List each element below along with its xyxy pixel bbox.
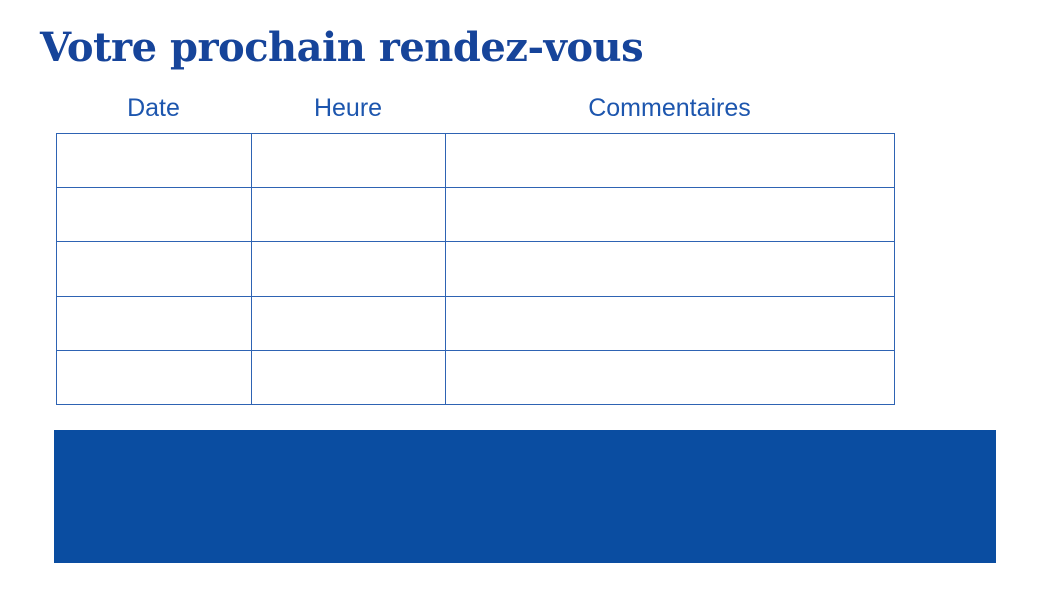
table-cell [445,295,895,351]
table-cell [56,295,252,351]
appointments-table-body [56,132,895,406]
table-row [56,187,895,243]
column-header-date: Date [127,94,180,122]
column-header-commentaires: Commentaires [588,94,751,122]
table-cell [445,132,895,189]
table-row [56,295,895,351]
table-row [56,132,895,189]
table-cell [445,349,895,406]
column-header-heure: Heure [313,94,383,122]
table-cell [445,241,895,297]
table-cell [251,349,446,406]
table-cell [251,241,446,297]
table-cell [251,295,446,351]
table-cell [56,241,252,297]
table-cell [251,132,446,189]
table-header-row: Date Heure Commentaires [56,94,894,123]
table-cell [251,187,446,243]
table-cell [56,187,252,243]
page-title: Votre prochain rendez-vous [40,24,644,71]
table-cell [445,187,895,243]
footer-banner [54,430,996,563]
table-row [56,241,895,297]
appointments-table [56,132,895,406]
table-row [56,349,895,406]
table-cell [56,349,252,406]
table-cell [56,132,252,189]
